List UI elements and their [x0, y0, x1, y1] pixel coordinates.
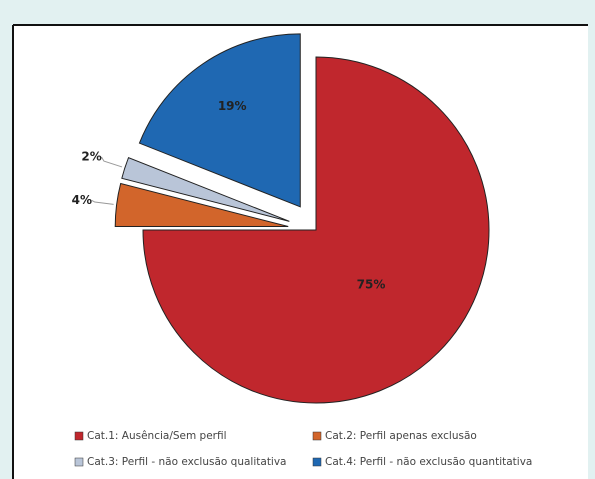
- data-label: 19%: [218, 99, 247, 113]
- leader-line: [91, 199, 114, 205]
- pie-slice: [138, 33, 301, 208]
- legend-swatch: [312, 457, 322, 467]
- leader-line: [101, 156, 123, 168]
- legend-label: Cat.1: Ausência/Sem perfil: [87, 430, 227, 442]
- legend-swatch: [312, 431, 322, 441]
- legend-label: Cat.2: Perfil apenas exclusão: [325, 430, 477, 442]
- pie-slice: [114, 182, 289, 227]
- data-label: 4%: [72, 193, 92, 207]
- data-label: 75%: [357, 278, 386, 292]
- data-label: 2%: [81, 150, 101, 164]
- legend-label: Cat.3: Perfil - não exclusão qualitativa: [87, 456, 287, 468]
- legend-swatch: [74, 457, 84, 467]
- legend-label: Cat.4: Perfil - não exclusão quantitativ…: [325, 456, 532, 468]
- pie-slice: [121, 157, 290, 222]
- legend-swatch: [74, 431, 84, 441]
- pie-slice: [142, 56, 490, 404]
